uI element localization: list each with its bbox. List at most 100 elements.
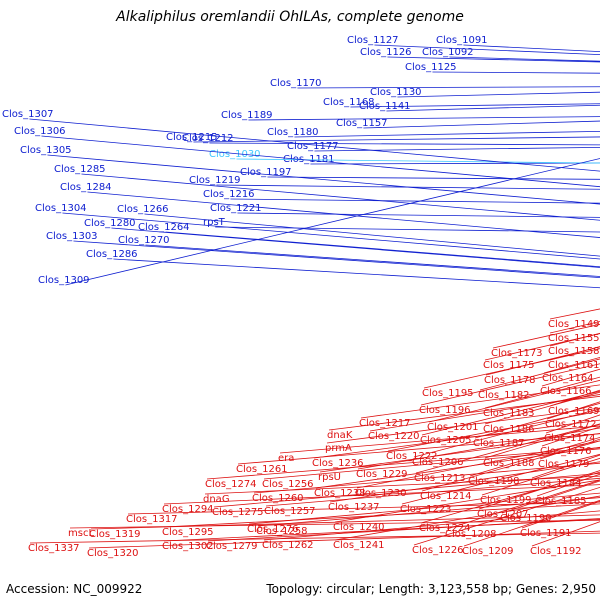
reverse-leader-line bbox=[253, 462, 600, 494]
reverse-leader-line bbox=[357, 427, 600, 470]
reverse-gene-label: Clos_1182 bbox=[478, 390, 530, 401]
reverse-gene-label: Clos_1262 bbox=[262, 540, 314, 551]
forward-leader-line bbox=[386, 104, 600, 112]
reverse-leader-line bbox=[90, 514, 600, 530]
reverse-gene-label: Clos_1220 bbox=[368, 431, 420, 442]
reverse-leader-line bbox=[237, 433, 600, 465]
forward-leader-line bbox=[216, 184, 600, 190]
forward-gene-label: Clos_1284 bbox=[60, 182, 112, 193]
forward-leader-line bbox=[314, 146, 600, 152]
forward-gene-label: Clos_1170 bbox=[270, 78, 322, 89]
forward-gene-label: Clos_1270 bbox=[118, 235, 170, 246]
reverse-gene-label: Clos_1236 bbox=[312, 458, 364, 469]
forward-leader-line bbox=[62, 212, 600, 260]
forward-leader-line bbox=[267, 176, 600, 180]
forward-leader-line bbox=[350, 103, 600, 108]
forward-gene-label: Clos_1219 bbox=[189, 175, 241, 186]
reverse-leader-line bbox=[446, 479, 600, 530]
forward-gene-label: Clos_1177 bbox=[287, 141, 339, 152]
reverse-gene-label: Clos_1319 bbox=[89, 529, 141, 540]
forward-leader-line bbox=[463, 44, 600, 52]
reverse-gene-label: Clos_1206 bbox=[412, 457, 464, 468]
reverse-leader-line bbox=[163, 503, 600, 528]
reverse-gene-label: Clos_1224 bbox=[419, 523, 471, 534]
reverse-leader-line bbox=[474, 402, 600, 439]
reverse-gene-label: Clos_1260 bbox=[252, 493, 304, 504]
reverse-gene-label: Clos_1222 bbox=[386, 451, 438, 462]
reverse-gene-label: Clos_1196 bbox=[419, 405, 471, 416]
forward-gene-label: Clos_1212 bbox=[182, 133, 234, 144]
reverse-leader-line bbox=[248, 492, 600, 525]
forward-leader-line bbox=[87, 191, 600, 238]
forward-leader-line bbox=[113, 258, 600, 289]
reverse-gene-label: Clos_1208 bbox=[445, 529, 497, 540]
forward-leader-line bbox=[165, 231, 600, 268]
forward-gene-label: Clos_1286 bbox=[86, 249, 138, 260]
reverse-leader-line bbox=[334, 495, 600, 541]
reverse-leader-line bbox=[485, 346, 600, 376]
forward-leader-line bbox=[209, 142, 600, 146]
forward-leader-line bbox=[297, 86, 600, 89]
reverse-gene-label: Clos_1207 bbox=[477, 509, 529, 520]
reverse-leader-line bbox=[421, 390, 600, 436]
reverse-leader-line bbox=[334, 479, 600, 523]
forward-gene-label: Clos_1197 bbox=[240, 167, 292, 178]
reverse-gene-label: Clos_1184 bbox=[530, 478, 582, 489]
reverse-leader-line bbox=[319, 433, 600, 473]
reverse-leader-line bbox=[484, 391, 600, 425]
forward-leader-line bbox=[41, 135, 600, 188]
reverse-leader-line bbox=[423, 348, 600, 389]
forward-leader-line bbox=[310, 162, 600, 165]
reverse-leader-line bbox=[313, 419, 600, 459]
forward-leader-line bbox=[374, 44, 600, 56]
reverse-gene-label: Clos_1173 bbox=[491, 348, 543, 359]
reverse-leader-line bbox=[29, 532, 600, 544]
forward-gene-label: Clos_1180 bbox=[267, 127, 319, 138]
reverse-gene-label: Clos_1240 bbox=[333, 522, 385, 533]
forward-leader-line bbox=[432, 71, 600, 74]
reverse-leader-line bbox=[213, 472, 600, 508]
reverse-gene-label: Clos_1190 bbox=[500, 513, 552, 524]
reverse-gene-label: Clos_1279 bbox=[206, 541, 258, 552]
forward-gene-label: Clos_1266 bbox=[117, 204, 169, 215]
reverse-gene-label: prmA bbox=[325, 443, 352, 454]
reverse-leader-line bbox=[420, 471, 600, 524]
reverse-leader-line bbox=[279, 425, 600, 454]
reverse-leader-line bbox=[421, 440, 600, 492]
reverse-leader-line bbox=[329, 461, 600, 503]
forward-gene-label: rpsT bbox=[203, 217, 226, 228]
forward-leader-line bbox=[111, 227, 600, 268]
forward-leader-line bbox=[73, 240, 600, 278]
reverse-gene-label: Clos_1191 bbox=[520, 528, 572, 539]
forward-gene-label: Clos_1304 bbox=[35, 203, 87, 214]
forward-gene-label: Clos_1157 bbox=[336, 118, 388, 129]
reverse-leader-line bbox=[263, 510, 600, 541]
forward-leader-line bbox=[81, 173, 600, 221]
reverse-gene-label: Clos_1294 bbox=[162, 504, 214, 515]
forward-leader-line bbox=[215, 226, 600, 233]
forward-leader-line bbox=[29, 118, 600, 172]
reverse-leader-line bbox=[163, 519, 600, 542]
reverse-leader-line bbox=[315, 446, 600, 489]
forward-gene-label: Clos_1091 bbox=[436, 35, 488, 46]
forward-leader-line bbox=[237, 212, 600, 218]
forward-leader-line bbox=[145, 244, 600, 277]
reverse-gene-label: Clos_1192 bbox=[530, 546, 582, 557]
reverse-gene-label: Clos_1195 bbox=[422, 388, 474, 399]
reverse-gene-label: Clos_1241 bbox=[333, 540, 385, 551]
forward-gene-label: Clos_1168 bbox=[323, 97, 375, 108]
genome-summary-text: Topology: circular; Length: 3,123,558 bp… bbox=[266, 582, 596, 596]
reverse-leader-line bbox=[326, 407, 600, 444]
forward-gene-label: Clos_1092 bbox=[422, 47, 474, 58]
reverse-gene-label: Clos_1179 bbox=[538, 459, 590, 470]
forward-gene-label: Clos_1264 bbox=[138, 222, 190, 233]
reverse-leader-line bbox=[204, 475, 600, 495]
reverse-leader-line bbox=[413, 408, 600, 458]
reverse-gene-label: Clos_1149 bbox=[548, 319, 600, 330]
reverse-gene-label: Clos_1198 bbox=[468, 476, 520, 487]
reverse-gene-label: Clos_1230 bbox=[355, 488, 407, 499]
forward-gene-label: Clos_1306 bbox=[14, 126, 66, 137]
reverse-gene-label: Clos_1178 bbox=[484, 375, 536, 386]
forward-gene-label: Clos_1189 bbox=[221, 110, 273, 121]
